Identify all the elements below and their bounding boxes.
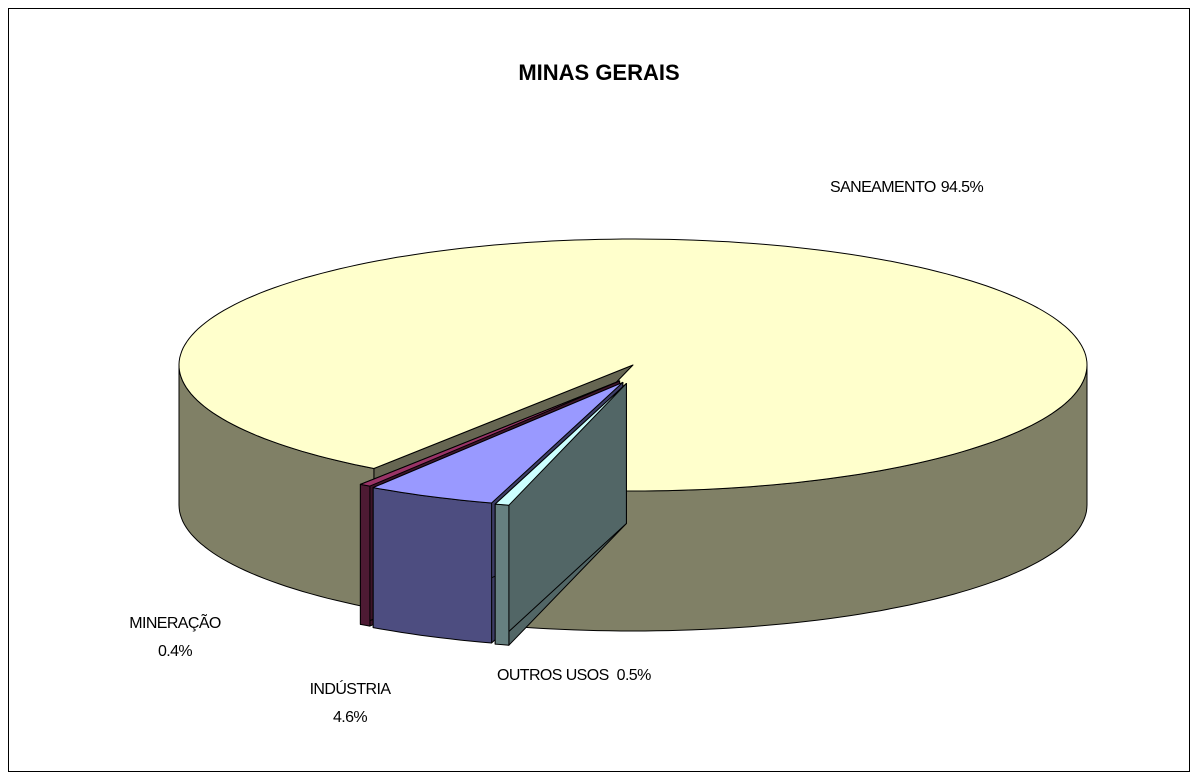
slice-side [494,503,510,646]
labels: SANEAMENTO 94.5% MINERAÇÃO 0.4% INDÚSTRIA 4.6… [129,179,984,726]
label-name: SANEAMENTO [830,179,936,196]
label-value: 4.6% [333,709,367,726]
label-name: MINERAÇÃO [129,612,221,632]
slice [178,238,1088,492]
data-label: OUTROS USOS 0.5% [497,667,651,684]
slice [372,381,624,504]
pie [178,238,1088,646]
chart-title: MINAS GERAIS [518,60,679,85]
label-name: INDÚSTRIA [310,679,392,698]
slice [359,380,621,487]
label-value: 94.5% [941,179,984,196]
label-name: OUTROS USOS [497,667,609,684]
slice-side [372,487,493,644]
slice-side [359,483,371,627]
label-value: 0.5% [617,667,651,684]
slice [494,383,627,506]
data-label: SANEAMENTO 94.5% [830,179,983,196]
label-value: 0.4% [158,643,192,660]
